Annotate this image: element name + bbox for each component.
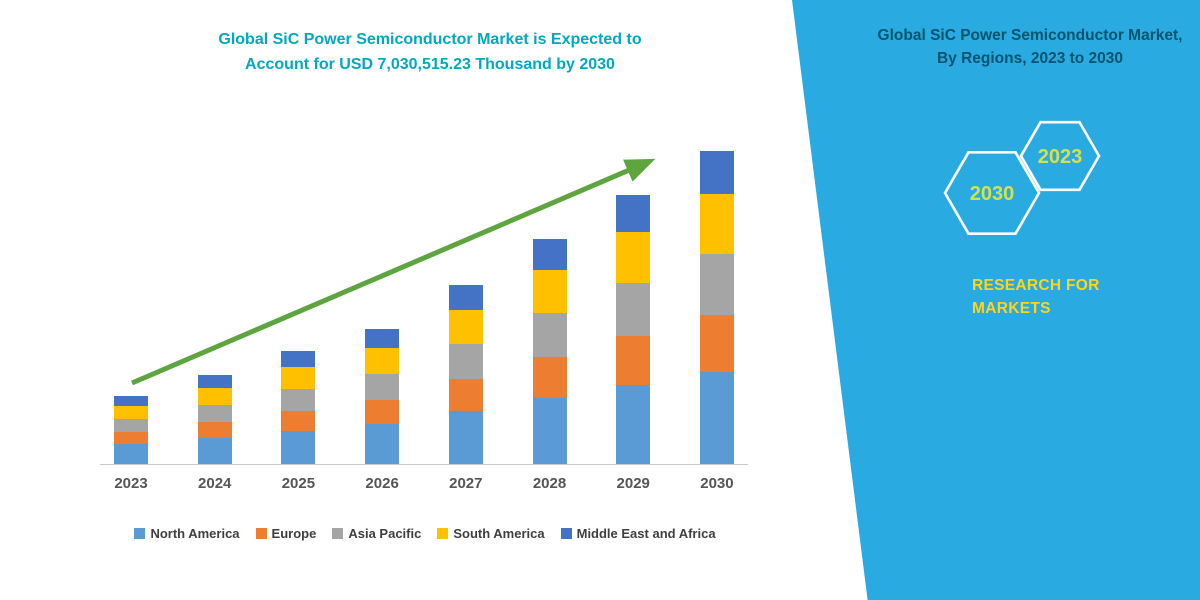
chart-title: Global SiC Power Semiconductor Market is…	[110, 28, 750, 78]
segment-2026-south-america	[365, 348, 400, 374]
chart-title-line1: Global SiC Power Semiconductor Market is…	[218, 31, 642, 48]
segment-2024-north-america	[197, 438, 232, 464]
segment-2025-north-america	[281, 431, 316, 464]
brand-line2: MARKETS	[972, 300, 1051, 318]
segment-2030-europe	[699, 315, 734, 372]
segment-2029-north-america	[616, 385, 651, 464]
segment-2023-asia-pacific	[114, 419, 148, 432]
bar-2029	[616, 147, 651, 464]
segment-2025-asia-pacific	[281, 389, 316, 411]
segment-2028-south-america	[532, 270, 567, 313]
segment-2026-asia-pacific	[365, 374, 400, 400]
segment-2028-middle-east-and-africa	[532, 239, 567, 270]
legend-item-europe: Europe	[255, 526, 317, 541]
hexagon-2023-label: 2023	[1038, 146, 1083, 168]
segment-2027-asia-pacific	[448, 344, 483, 379]
x-axis-labels: 2023 2024 2025 2026 2027 2028 2029 2030	[100, 475, 748, 492]
hexagon-2030-label: 2030	[970, 183, 1015, 205]
segment-2023-europe	[114, 432, 148, 444]
x-label-2024: 2024	[198, 475, 232, 492]
bar-2023	[114, 147, 148, 464]
legend-swatch	[332, 528, 344, 539]
chart-legend: North America Europe Asia Pacific South Ame…	[95, 526, 755, 541]
segment-2030-middle-east-and-africa	[699, 151, 734, 194]
segment-2029-asia-pacific	[616, 283, 651, 336]
segment-2028-europe	[532, 357, 567, 398]
segment-2030-asia-pacific	[699, 254, 734, 315]
chart-panel: Global SiC Power Semiconductor Market is…	[95, 28, 755, 541]
stacked-bar-chart: 2023 2024 2025 2026 2027 2028 2029 2030	[100, 148, 748, 500]
segment-2029-europe	[616, 336, 651, 385]
x-label-2025: 2025	[281, 475, 316, 492]
segment-2030-south-america	[699, 194, 734, 254]
chart-title-line2: Account for USD 7,030,515.23 Thousand by…	[245, 55, 615, 73]
x-label-2029: 2029	[616, 475, 650, 492]
legend-swatch	[255, 528, 267, 539]
brand-line1: RESEARCH FOR	[972, 277, 1100, 294]
legend-item-south-america: South America	[437, 526, 545, 541]
year-hexagons: 2030 2023	[943, 120, 1101, 235]
legend-item-asia-pacific: Asia Pacific	[332, 526, 421, 541]
legend-label: Europe	[271, 526, 317, 541]
segment-2023-south-america	[114, 406, 148, 419]
segment-2030-north-america	[699, 372, 734, 464]
segment-2029-south-america	[616, 232, 651, 283]
legend-swatch	[437, 528, 449, 539]
segment-2024-south-america	[197, 388, 232, 405]
segment-2024-europe	[197, 422, 232, 438]
legend-swatch	[134, 528, 146, 539]
legend-label: North America	[150, 526, 240, 541]
segment-2027-middle-east-and-africa	[448, 285, 483, 310]
segment-2026-middle-east-and-africa	[365, 329, 400, 348]
segment-2025-middle-east-and-africa	[281, 351, 316, 367]
hexagon-2030	[943, 150, 1041, 235]
segment-2028-asia-pacific	[532, 313, 567, 357]
segment-2027-europe	[448, 379, 483, 411]
sidebar-title: Global SiC Power Semiconductor Market, B…	[877, 27, 1183, 68]
segment-2029-middle-east-and-africa	[616, 195, 651, 232]
brand-wordmark: RESEARCH FOR MARKETS	[972, 274, 1100, 321]
legend-label: Asia Pacific	[348, 526, 422, 541]
segment-2026-europe	[365, 400, 400, 424]
segment-2023-north-america	[114, 444, 148, 464]
segment-2025-europe	[281, 411, 316, 431]
legend-item-middle-east-and-africa: Middle East and Africa	[560, 526, 716, 541]
x-label-2026: 2026	[365, 475, 399, 492]
x-label-2027: 2027	[449, 475, 483, 492]
legend-item-north-america: North America	[134, 526, 240, 541]
segment-2024-middle-east-and-africa	[197, 375, 232, 388]
bar-2028	[532, 147, 567, 464]
segment-2024-asia-pacific	[197, 405, 232, 422]
bar-2026	[365, 147, 400, 464]
segment-2026-north-america	[365, 424, 400, 464]
x-label-2030: 2030	[700, 475, 734, 492]
x-label-2028: 2028	[532, 475, 567, 492]
segment-2027-north-america	[448, 411, 483, 464]
legend-swatch	[560, 528, 572, 539]
bar-2030	[699, 147, 734, 464]
hexagon-2023	[1019, 120, 1101, 192]
legend-label: South America	[453, 526, 545, 541]
segment-2023-middle-east-and-africa	[114, 396, 148, 406]
bar-2025	[281, 147, 316, 464]
segment-2028-north-america	[532, 398, 567, 464]
legend-label: Middle East and Africa	[576, 526, 716, 541]
bar-2024	[197, 147, 232, 464]
x-label-2023: 2023	[114, 475, 148, 492]
segment-2025-south-america	[281, 367, 316, 389]
bar-2027	[448, 147, 483, 464]
segment-2027-south-america	[448, 310, 483, 344]
bars-area	[100, 148, 748, 465]
